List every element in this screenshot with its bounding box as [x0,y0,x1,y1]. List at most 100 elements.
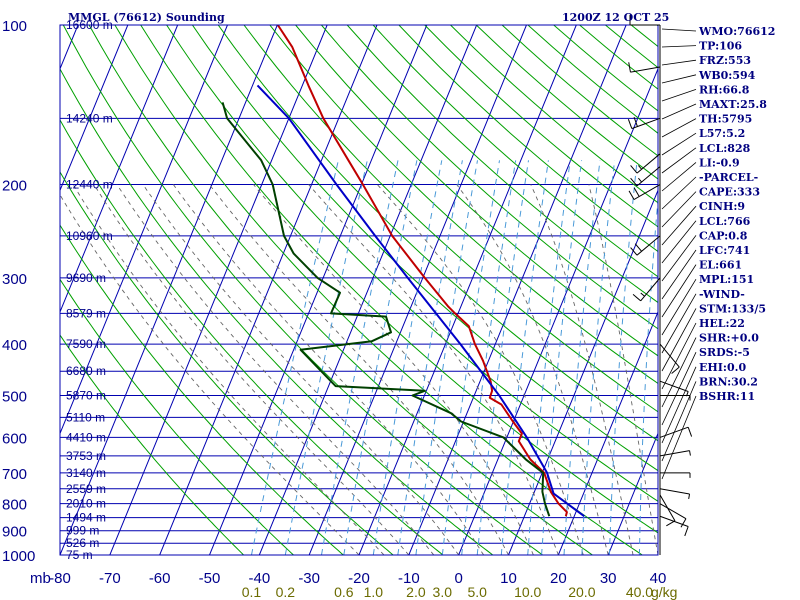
height-tick-label: 12440 m [66,178,113,192]
wind-barb-flag [638,177,642,183]
height-tick-label: 9690 m [66,271,106,285]
station-title: MMGL (76612) Sounding [68,11,225,24]
wind-barb-flag [630,177,638,187]
index-leader-line [661,366,697,444]
height-tick-label: 5870 m [66,388,106,402]
wind-barb-flag [686,391,689,397]
temperature-tick-label: -20 [348,570,370,587]
index-leader-line [661,235,697,282]
dry-adiabat-line [346,25,658,304]
mixing-ratio-line [638,193,658,555]
dry-adiabat-line [60,119,444,555]
pressure-tick-label: 700 [2,466,27,483]
wind-barb-flag [630,247,638,256]
mixing-ratio-line [476,160,529,555]
wind-barb-column [627,15,693,555]
pressure-tick-label: 300 [2,271,27,288]
mixing-ratio-tick-label: 0.1 [242,584,262,600]
index-leader-line [661,293,697,354]
index-leader-line [661,322,697,390]
index-leader-line [661,103,697,120]
mixing-ratio-line [441,160,500,555]
index-leader-line [661,45,697,48]
temperature-tick-label: 40 [650,570,667,587]
wind-barb-flag [638,165,642,170]
temperature-tick-label: -80 [49,570,71,587]
pressure-tick-label: 100 [2,18,27,35]
index-value: BSHR:11 [699,390,755,403]
mixing-ratio-line [415,160,478,555]
mixing-ratio-tick-label: 10.0 [514,584,541,600]
wind-barb [659,503,687,520]
wind-barb-flag [633,187,640,197]
wind-barb-flag [628,190,635,200]
temperature-tick-label: -10 [398,570,420,587]
isotherm-line [258,25,478,555]
index-value: TP:106 [699,40,742,53]
mixing-ratio-line [343,160,418,555]
pressure-tick-label: 1000 [2,548,35,565]
height-tick-label: 3753 m [66,449,106,463]
pressure-tick-label: 400 [2,337,27,354]
mixing-ratio-line [541,160,583,555]
dry-adiabat-line [166,25,658,502]
index-value: CAPE:333 [699,186,760,199]
index-leader-line [661,59,697,66]
height-tick-label: 6680 m [66,364,106,378]
height-tick-label: 8579 m [66,306,106,320]
height-tick-label: 999 m [66,524,99,538]
index-leader-line [661,74,697,84]
moist-adiabat-line [376,184,584,555]
isotherm-line [109,25,328,555]
wind-barb-flag [633,116,638,127]
height-tick-label: 2559 m [66,482,106,496]
index-value: BRN:30.2 [699,375,758,388]
temperature-tick-label: 30 [600,570,617,587]
index-value: FRZ:553 [699,54,751,67]
dry-adiabat-line [62,25,543,555]
moist-adiabat-line [253,184,534,555]
pressure-tick-label: 900 [2,524,27,541]
index-leader-line [661,176,697,210]
pressure-unit-label: mb [30,570,51,587]
dry-adiabat-line [321,25,658,330]
index-value: LFC:741 [699,244,750,257]
wind-barb-flag [684,526,689,537]
index-leader-line [661,191,697,228]
sounding-time: 1200Z 12 OCT 25 [562,11,669,24]
wind-barb-flag [632,294,642,302]
mixing-ratio-tick-label: 40.0 [626,584,653,600]
index-leader-line [661,352,697,426]
height-tick-label: 2010 m [66,497,106,511]
pressure-tick-label: 800 [2,497,27,514]
temperature-tick-label: -30 [298,570,320,587]
index-value: TH:5795 [699,113,752,126]
mixing-ratio-tick-label: 0.6 [334,584,354,600]
plot-frame [59,24,659,556]
height-tick-label: 14240 m [66,111,113,125]
index-value: L57:5.2 [699,127,745,140]
mixing-ratio-tick-label: 1.0 [364,584,384,600]
wind-barb [636,235,661,256]
temperature-tick-label: -50 [199,570,221,587]
mixing-ratio-tick-label: 2.0 [406,584,426,600]
mixing-ratio-line [397,160,463,555]
index-leader-line [661,381,697,462]
temperature-profile-line [276,25,568,517]
dry-adiabat-line [88,25,593,555]
dry-adiabat-line [372,25,658,278]
dry-adiabat-line [60,67,494,555]
mixing-ratio-unit-label: g/kg [651,584,677,600]
moist-adiabat-line [530,184,634,555]
height-tick-label: 3140 m [66,466,106,480]
temperature-tick-label: -40 [248,570,270,587]
index-leader-line [661,89,697,102]
temperature-tick-label: -70 [99,570,121,587]
wind-barb-flag [627,119,633,129]
dry-adiabat-line [295,25,658,357]
mixing-ratio-line [563,160,601,555]
index-leader-line [661,278,697,336]
